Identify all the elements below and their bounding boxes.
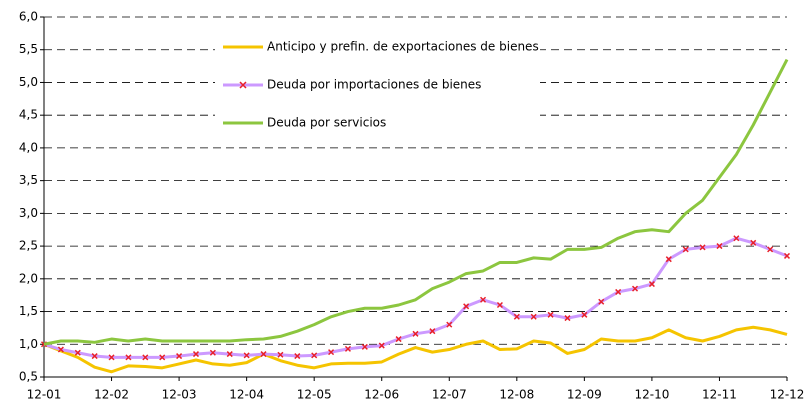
data-point	[615, 288, 622, 295]
data-point	[395, 336, 402, 343]
y-tick-label: 4,0	[19, 140, 38, 154]
data-point	[294, 353, 301, 360]
y-tick-label: 5,0	[19, 75, 38, 89]
x-tick-label: 12-03	[162, 388, 197, 402]
y-tick-label: 5,5	[19, 42, 38, 56]
y-tick-label: 3,5	[19, 173, 38, 187]
x-tick-label: 12-09	[567, 388, 602, 402]
y-tick-label: 1,5	[19, 304, 38, 318]
data-point	[91, 353, 98, 360]
data-point	[142, 354, 149, 361]
x-tick-label: 12-04	[229, 388, 264, 402]
y-tick-label: 0,5	[19, 370, 38, 384]
legend-label: Anticipo y prefin. de exportaciones de b…	[267, 40, 539, 54]
data-point	[631, 285, 639, 292]
data-point	[243, 352, 250, 359]
data-point	[209, 349, 216, 356]
legend-label: Deuda por importaciones de bienes	[267, 78, 481, 92]
data-point	[159, 354, 166, 361]
data-point	[564, 315, 571, 322]
data-point	[480, 296, 487, 303]
data-point	[226, 351, 233, 358]
data-point	[699, 244, 706, 251]
series-line	[43, 325, 788, 374]
data-point	[192, 351, 200, 358]
data-point	[513, 313, 520, 320]
data-point	[74, 349, 81, 356]
data-point	[750, 239, 757, 246]
y-tick-label: 3,0	[19, 206, 38, 220]
y-tick-label: 2,0	[19, 271, 38, 285]
data-point	[446, 321, 453, 328]
data-point	[57, 346, 64, 353]
data-point	[547, 311, 554, 318]
y-tick-label: 2,5	[19, 239, 38, 253]
data-point	[378, 342, 385, 349]
data-point	[648, 281, 655, 288]
legend-label: Deuda por servicios	[267, 116, 386, 130]
legend-marker	[239, 81, 247, 89]
data-point	[277, 351, 284, 358]
data-point	[733, 235, 740, 242]
data-point	[665, 256, 672, 263]
data-point	[361, 343, 368, 350]
data-point	[328, 349, 335, 356]
data-point	[429, 328, 436, 335]
x-tick-label: 12-12	[770, 388, 805, 402]
data-point	[260, 351, 267, 358]
data-point	[767, 246, 774, 253]
data-point	[530, 313, 537, 320]
data-point	[682, 246, 689, 253]
x-tick-label: 12-01	[27, 388, 62, 402]
legend-box	[215, 30, 540, 142]
series-line	[43, 58, 789, 346]
y-tick-label: 6,0	[19, 10, 38, 24]
x-tick-label: 12-11	[702, 388, 737, 402]
data-point	[783, 252, 791, 259]
x-tick-label: 12-10	[634, 388, 669, 402]
data-point	[716, 243, 723, 250]
data-point	[108, 354, 115, 361]
data-point	[344, 345, 351, 352]
x-tick-label: 12-02	[94, 388, 129, 402]
data-point	[598, 298, 605, 305]
x-tick-label: 12-06	[364, 388, 399, 402]
data-point	[125, 354, 132, 361]
x-tick-label: 12-08	[499, 388, 534, 402]
x-tick-label: 12-07	[432, 388, 467, 402]
data-point	[311, 352, 318, 359]
y-tick-label: 4,5	[19, 108, 38, 122]
data-point	[496, 301, 503, 309]
x-tick-label: 12-05	[297, 388, 332, 402]
data-point	[463, 303, 470, 310]
data-point	[581, 311, 588, 318]
data-point	[412, 330, 419, 337]
y-tick-label: 1,0	[19, 337, 38, 351]
data-point	[176, 353, 183, 360]
